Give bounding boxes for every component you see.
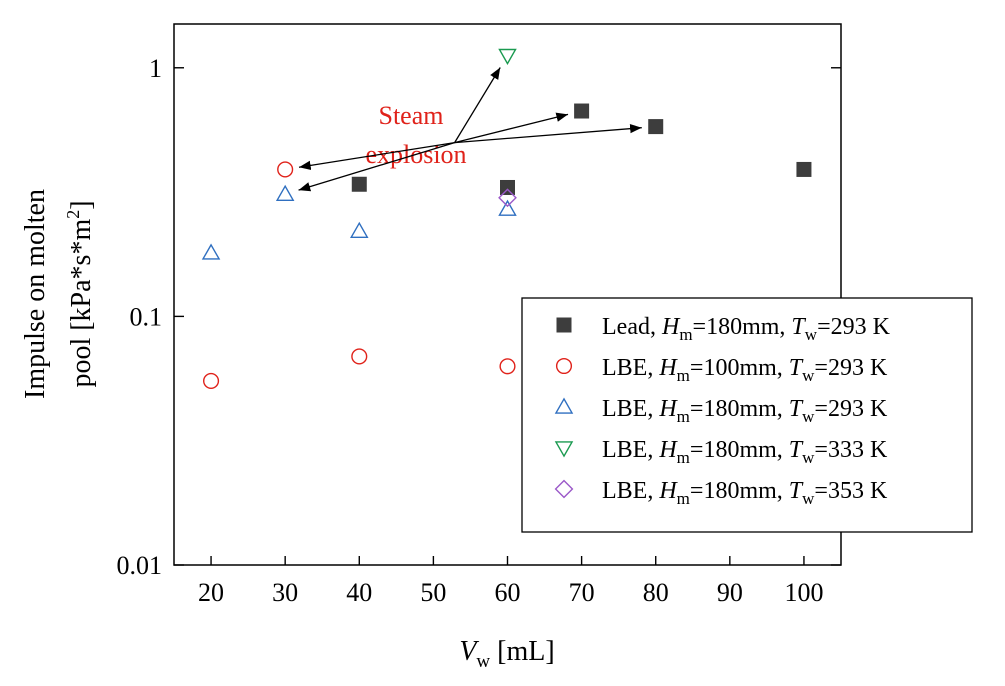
data-point [277, 161, 294, 178]
legend-entry-part: =100mm, [690, 355, 789, 381]
legend-entry-part: LBE, [602, 396, 659, 422]
data-point [275, 184, 295, 201]
legend-entry-part: w [802, 366, 815, 385]
legend-entry-part: H [658, 478, 678, 504]
annotation-arrow [454, 67, 501, 143]
legend-entry-part: m [677, 448, 690, 467]
legend-box [521, 297, 973, 533]
legend-marker [554, 441, 574, 458]
legend-marker [556, 317, 572, 333]
legend-entry-part: =293 K [817, 314, 891, 340]
y-tick-label: 1 [149, 54, 162, 83]
legend-entry-part: H [658, 437, 678, 463]
x-tick-label: 70 [569, 578, 595, 607]
legend-entry: LBE, Hm=100mm, Tw=293 K [602, 355, 888, 385]
legend-entry-part: H [658, 396, 678, 422]
data-point [796, 161, 812, 177]
legend-marker [555, 357, 573, 375]
x-tick-label: 80 [643, 578, 669, 607]
y-axis-title-line2-sup: 2 [63, 210, 83, 219]
annotation-line1: Steam [379, 101, 444, 130]
data-point [498, 48, 517, 66]
data-point [203, 372, 220, 389]
x-tick-label: 30 [272, 578, 298, 607]
legend-entry: LBE, Hm=180mm, Tw=333 K [602, 437, 888, 467]
y-tick-label: 0.01 [117, 551, 163, 580]
legend-entry-part: m [679, 325, 692, 344]
x-axis-title-unit: [mL] [490, 636, 555, 667]
y-axis-title-line2-pre: pool [kPa*s*m [66, 219, 97, 388]
legend-entry-part: LBE, [602, 355, 659, 381]
steam-explosion-annotation: Steam explosion [298, 67, 642, 192]
legend-entry-part: LBE, [602, 478, 659, 504]
legend-entry-part: =293 K [814, 355, 888, 381]
legend-entry-part: T [789, 396, 804, 422]
legend-entry-part: =293 K [814, 396, 888, 422]
data-point [498, 188, 517, 208]
data-point [500, 179, 515, 195]
y-axis-title-line2: pool [kPa*s*m2] [63, 200, 97, 387]
legend-entry: Lead, Hm=180mm, Tw=293 K [602, 314, 891, 344]
x-axis-title-main: V [459, 636, 479, 667]
legend-marker [554, 397, 574, 414]
legend-entry-part: w [802, 489, 815, 508]
data-point [351, 176, 367, 192]
x-tick-label: 50 [420, 578, 446, 607]
data-point [574, 103, 590, 119]
x-axis-title-sub: w [476, 651, 490, 672]
x-tick-label: 20 [198, 578, 224, 607]
x-axis-title: Vw [mL] [459, 636, 554, 672]
x-tick-label: 40 [346, 578, 372, 607]
data-point [350, 221, 369, 238]
y-axis-title-line2-post: ] [66, 200, 97, 209]
legend-entry: LBE, Hm=180mm, Tw=293 K [602, 396, 888, 426]
legend-entry-part: =353 K [814, 478, 888, 504]
annotation-arrow [454, 123, 642, 144]
legend-entry-part: w [802, 407, 815, 426]
legend-entry-part: T [789, 437, 804, 463]
legend-entry-part: =180mm, [690, 437, 789, 463]
x-tick-label: 60 [495, 578, 521, 607]
legend-entry-part: m [677, 489, 690, 508]
data-point [648, 119, 664, 135]
legend-entry-part: H [658, 355, 678, 381]
y-axis-title-line1: Impulse on molten [20, 189, 51, 399]
y-axis-title: Impulse on molten pool [kPa*s*m2] [20, 189, 97, 399]
legend-entry-part: T [789, 478, 804, 504]
legend-entry-part: =180mm, [693, 314, 792, 340]
annotation-arrow [298, 141, 455, 192]
data-point [351, 348, 368, 365]
legend-entry-part: T [789, 355, 804, 381]
annotation-arrow [454, 112, 569, 144]
data-point [201, 243, 221, 260]
legend-entry: LBE, Hm=180mm, Tw=353 K [602, 478, 888, 508]
legend-entry-part: LBE, [602, 437, 659, 463]
legend-entry-part: =180mm, [690, 396, 789, 422]
annotation-arrow [298, 141, 455, 171]
legend-entry-part: =180mm, [690, 478, 789, 504]
data-points [201, 48, 812, 389]
legend-entry-part: w [805, 325, 818, 344]
legend-entry-part: m [677, 366, 690, 385]
data-point [499, 358, 516, 375]
legend-entry-part: T [791, 314, 806, 340]
y-tick-label: 0.1 [130, 302, 163, 331]
legend-entry-part: =333 K [814, 437, 888, 463]
legend-entry-part: m [677, 407, 690, 426]
x-tick-label: 100 [784, 578, 823, 607]
x-tick-label: 90 [717, 578, 743, 607]
legend-entry-part: Lead, [602, 314, 662, 340]
legend-entry-part: w [802, 448, 815, 467]
y-axis: 0.01 0.1 1 [117, 54, 841, 580]
x-axis: 20 30 40 50 60 70 80 90 100 [198, 556, 823, 607]
legend-entry-part: H [661, 314, 681, 340]
data-point [498, 199, 517, 216]
legend-marker [554, 479, 574, 499]
